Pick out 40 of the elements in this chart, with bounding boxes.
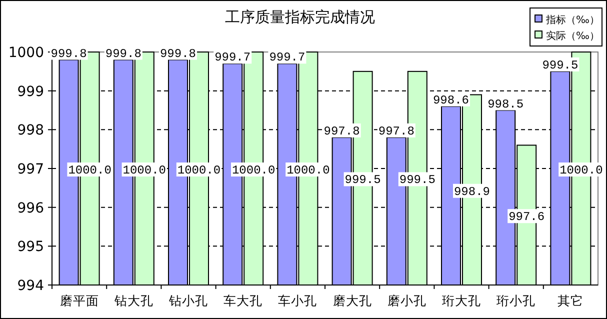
data-label: 999.7 (214, 50, 251, 65)
data-label: 997.6 (508, 210, 545, 224)
legend-label: 实际（‰） (546, 30, 600, 42)
data-label: 998.6 (432, 93, 470, 108)
x-tick-label: 钻小孔 (168, 293, 208, 308)
data-label: 998.9 (454, 184, 490, 199)
y-tick-label: 1000 (8, 45, 44, 61)
x-tick-label: 磨小孔 (387, 293, 426, 308)
x-tick-label: 其它 (558, 293, 584, 308)
x-tick-label: 车小孔 (278, 293, 318, 308)
data-label: 1000.0 (122, 164, 166, 178)
data-label: 999.8 (105, 46, 142, 61)
data-label: 1000.0 (68, 164, 112, 178)
chart-title: 工序质量指标完成情况 (225, 8, 375, 26)
data-label: 999.8 (50, 46, 87, 61)
data-label: 1000.0 (177, 164, 221, 178)
data-label: 999.5 (399, 173, 436, 188)
data-label: 997.8 (324, 124, 360, 138)
legend-label: 指标（‰） (545, 14, 600, 26)
x-tick-label: 车大孔 (224, 293, 263, 308)
data-label: 999.5 (542, 58, 578, 72)
data-label: 999.8 (160, 46, 196, 61)
data-label: 999.5 (344, 173, 381, 188)
data-label: 1000.0 (232, 164, 276, 178)
data-label: 1000.0 (286, 164, 330, 178)
y-tick-label: 995 (17, 239, 44, 256)
data-label: 999.7 (269, 50, 306, 65)
x-tick-label: 磨平面 (60, 293, 99, 308)
x-tick-label: 磨大孔 (332, 293, 372, 308)
x-tick-label: 钻大孔 (113, 293, 154, 308)
y-tick-label: 999 (17, 84, 44, 100)
y-tick-label: 994 (17, 278, 44, 294)
y-tick-label: 998 (17, 122, 44, 139)
y-tick-label: 997 (17, 162, 44, 178)
data-label: 997.8 (378, 124, 414, 138)
data-label: 1000.0 (560, 164, 603, 178)
x-tick-label: 珩大孔 (442, 293, 481, 308)
y-tick-label: 996 (17, 200, 44, 216)
data-label: 998.5 (488, 97, 524, 112)
x-tick-label: 珩小孔 (496, 293, 536, 308)
